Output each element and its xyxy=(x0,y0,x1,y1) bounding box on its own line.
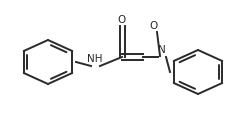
Text: O: O xyxy=(118,15,126,25)
Text: N: N xyxy=(158,45,166,55)
Text: O: O xyxy=(150,21,158,31)
Text: NH: NH xyxy=(87,54,103,64)
